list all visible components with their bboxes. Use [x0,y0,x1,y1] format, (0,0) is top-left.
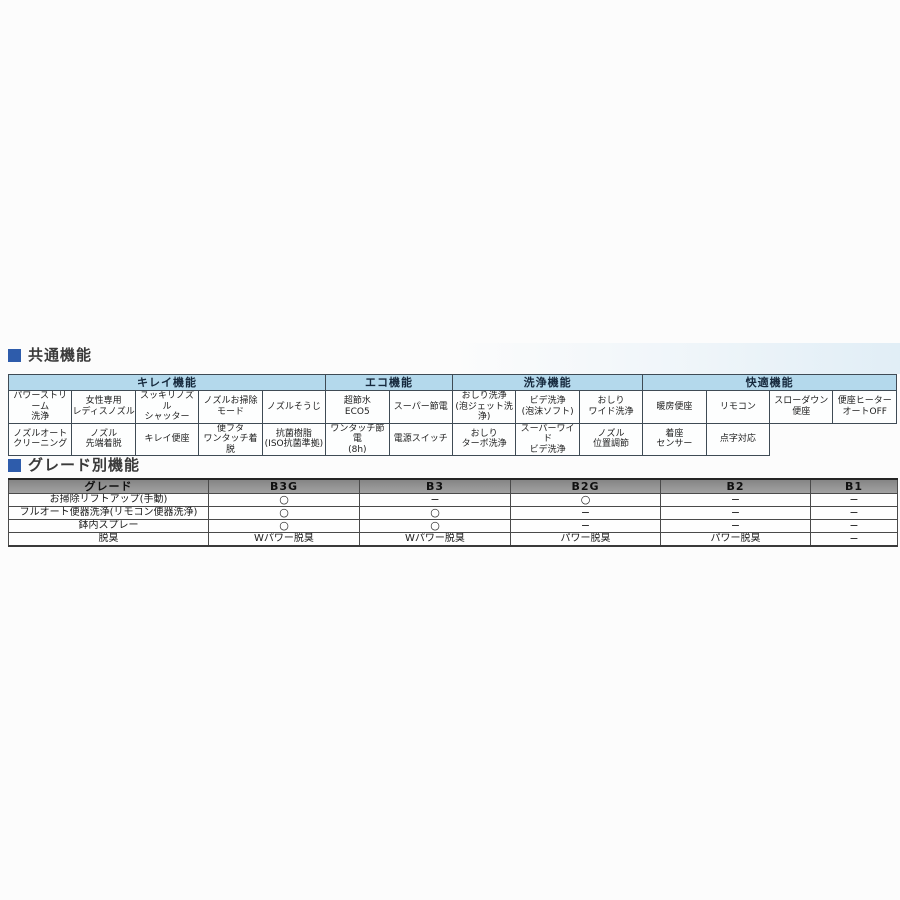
section-title-grade-features: グレード別機能 [8,456,140,474]
feature-cell: スーパー節電 [388,390,453,424]
grade-value-cell: ○ [208,519,360,533]
grade-features-table: グレード B3G B3 B2G B2 B1 お掃除リフトアップ(手動) ○ − ○ − − フルオート便… [8,478,898,547]
feature-cell: ビデ洗浄 (泡沫ソフト) [515,390,580,424]
feature-group-header: 洗浄機能 [451,374,644,391]
grade-row-label: お掃除リフトアップ(手動) [8,493,209,507]
common-features-table: キレイ機能 エコ機能 洗浄機能 快適機能パワーストリーム 洗浄 女性専用 レディスノズル… [7,374,897,456]
grade-column-header: B2G [510,478,661,494]
grade-value-cell: ○ [359,506,511,520]
grade-column-header: B2 [660,478,811,494]
feature-cell: ノズルそうじ [261,390,327,424]
section-title-text: グレード別機能 [28,456,141,474]
grade-column-header: グレード [8,478,209,494]
blue-square-bullet-icon [8,458,21,472]
grade-value-cell: Wパワー脱臭 [359,532,511,547]
empty-cell [770,423,833,456]
scan-tint-artifact [450,343,900,374]
grade-value-cell: − [510,506,661,520]
empty-cell [833,423,897,456]
feature-cell: ノズルオート クリーニング [7,422,73,456]
feature-cell: スーパーワイド ビデ洗浄 [515,422,580,456]
feature-cell: パワーストリーム 洗浄 [7,390,73,424]
grade-value-cell: Wパワー脱臭 [208,532,360,547]
grade-column-header: B3G [208,478,360,494]
grade-value-cell: ○ [359,519,511,533]
feature-group-header: キレイ機能 [7,374,327,391]
feature-cell: 着座 センサー [642,422,707,456]
feature-cell: おしり ワイド洗浄 [578,390,644,424]
feature-cell: 便座ヒーター オートOFF [832,390,897,424]
feature-cell: おしり洗浄 (泡ジェット洗浄) [451,390,517,424]
feature-group-header: エコ機能 [325,374,453,391]
section-title-common-features: 共通機能 [8,346,92,364]
grade-value-cell: ○ [510,493,661,507]
grade-value-cell: パワー脱臭 [660,532,811,547]
feature-group-header: 快適機能 [642,374,897,391]
feature-cell: リモコン [705,390,771,424]
grade-value-cell: − [810,493,898,507]
grade-value-cell: − [359,493,511,507]
grade-value-cell: パワー脱臭 [510,532,661,547]
blue-square-bullet-icon [8,348,21,362]
section-title-text: 共通機能 [28,346,93,364]
feature-cell: ノズル 位置調節 [578,422,644,456]
grade-value-cell: − [810,532,898,547]
feature-cell: スローダウン 便座 [769,390,834,424]
grade-value-cell: ○ [208,506,360,520]
grade-column-header: B3 [359,478,511,494]
grade-row-label: 鉢内スプレー [8,519,209,533]
feature-cell: 超節水 ECO5 [325,390,390,424]
feature-cell: 点字対応 [705,422,771,456]
feature-cell: 便フタ ワンタッチ着脱 [198,422,263,456]
feature-cell: 抗菌樹脂 (ISO抗菌準拠) [261,422,327,456]
feature-cell: ノズルお掃除 モード [198,390,263,424]
grade-value-cell: − [660,506,811,520]
feature-cell: ワンタッチ節電 (8h) [325,422,390,456]
grade-value-cell: ○ [208,493,360,507]
feature-cell: 女性専用 レディスノズル [71,390,136,424]
grade-value-cell: − [810,506,898,520]
grade-value-cell: − [660,493,811,507]
feature-cell: 電源スイッチ [388,422,453,456]
feature-cell: 暖房便座 [642,390,707,424]
grade-value-cell: − [810,519,898,533]
grade-value-cell: − [660,519,811,533]
feature-cell: キレイ便座 [134,422,200,456]
grade-column-header: B1 [810,478,898,494]
feature-cell: スッキリノズル シャッター [134,390,200,424]
feature-cell: おしり ターボ洗浄 [451,422,517,456]
grade-row-label: 脱臭 [8,532,209,547]
feature-cell: ノズル 先端着脱 [71,422,136,456]
grade-row-label: フルオート便器洗浄(リモコン便器洗浄) [8,506,209,520]
grade-value-cell: − [510,519,661,533]
